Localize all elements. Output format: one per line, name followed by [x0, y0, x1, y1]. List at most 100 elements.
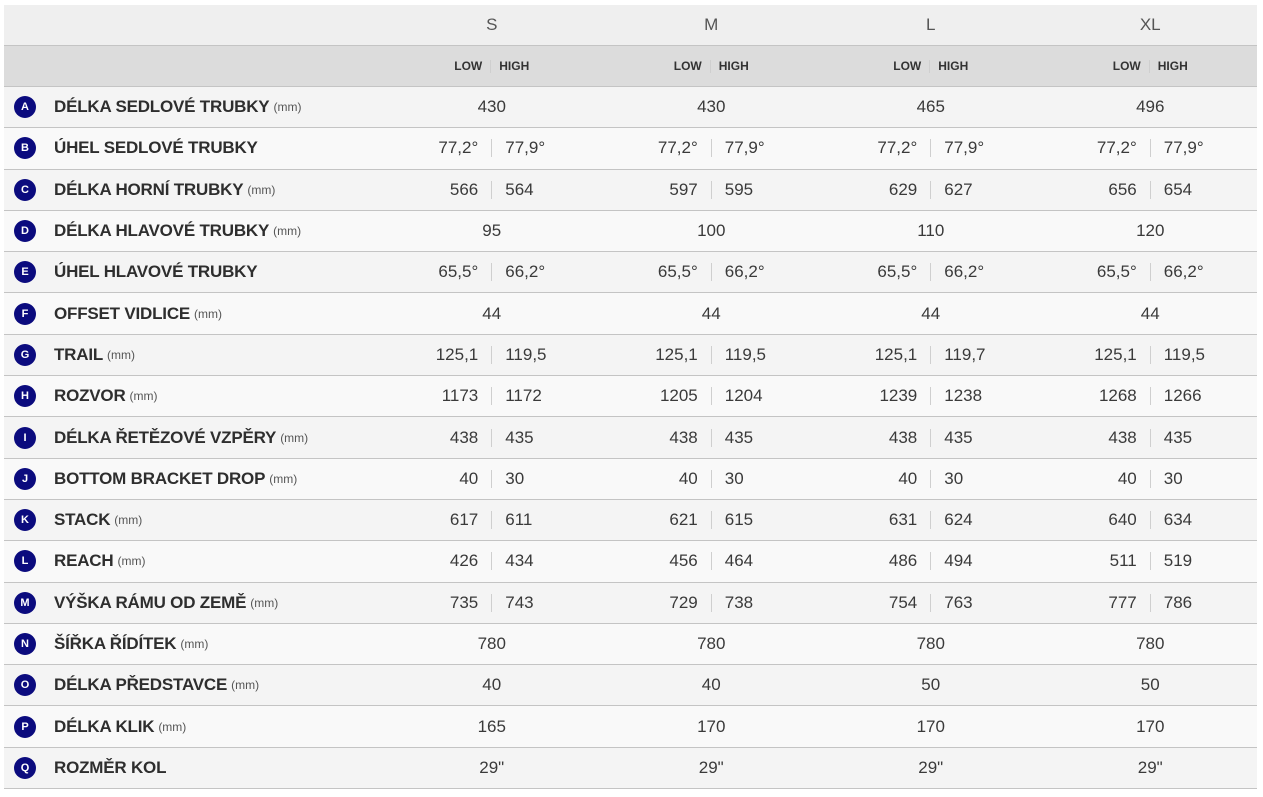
high-value: 435: [505, 427, 534, 447]
value-cell: 50: [1041, 675, 1261, 695]
high-value: 743: [505, 592, 534, 612]
low-value: 65,5°: [657, 262, 698, 282]
high-value: 611: [505, 510, 533, 530]
row-label: B ÚHEL SEDLOVÉ TRUBKY: [4, 137, 382, 160]
table-row: E ÚHEL HLAVOVÉ TRUBKY 65,5° 66,2° 65,5° 66,2°…: [4, 252, 1257, 294]
value-cell: 165: [382, 717, 602, 737]
low-value: 40: [459, 468, 479, 488]
separator: [710, 387, 712, 406]
value-cell: 496: [1041, 97, 1261, 117]
value-cell: 1205 1204: [602, 386, 822, 406]
high-value: 624: [944, 510, 973, 530]
low-value: 65,5°: [1096, 262, 1137, 282]
low-value: 566: [449, 179, 479, 199]
separator: [1148, 59, 1150, 73]
table-row: K STACK (mm) 617 611 621 615 631 624 640 634: [4, 499, 1257, 542]
low-value: 456: [669, 551, 698, 571]
row-label: E ÚHEL HLAVOVÉ TRUBKY: [4, 261, 382, 284]
low-value: 65,5°: [438, 262, 479, 282]
separator: [929, 59, 931, 73]
separator: [930, 469, 932, 488]
value-cell: 777 786: [1041, 593, 1261, 613]
measurement-name: DÉLKA HORNÍ TRUBKY: [54, 179, 244, 199]
value: 29": [698, 757, 724, 777]
value-cell: 29": [1041, 758, 1261, 778]
value: 430: [477, 97, 506, 117]
unit-label: (mm): [247, 182, 276, 197]
unit-label: (mm): [107, 347, 136, 362]
row-label: H ROZVOR (mm): [4, 385, 382, 408]
separator: [1149, 139, 1151, 158]
separator: [930, 345, 932, 364]
measurement-name: TRAIL: [54, 344, 104, 364]
low-value: 621: [669, 510, 698, 530]
unit-label: (mm): [194, 306, 223, 321]
high-value: 119,7: [944, 344, 986, 364]
separator: [710, 263, 712, 282]
separator: [710, 552, 712, 571]
unit-label: (mm): [117, 554, 146, 569]
value-cell: 44: [1041, 304, 1261, 324]
table-row: L REACH (mm) 426 434 456 464 486 494 511 519: [4, 541, 1257, 583]
measurement-name: OFFSET VIDLICE: [54, 303, 191, 323]
high-value: 786: [1163, 592, 1193, 612]
separator: [491, 428, 493, 447]
separator: [710, 139, 712, 158]
separator: [710, 428, 712, 447]
measurement-name: ÚHEL HLAVOVÉ TRUBKY: [54, 262, 258, 282]
value-cell: 780: [1041, 634, 1261, 654]
separator: [1149, 428, 1151, 447]
value-cell: 40 30: [602, 469, 822, 489]
value-cell: 100: [602, 221, 822, 241]
separator: [491, 511, 493, 530]
separator: [710, 180, 712, 199]
value-cell: 735 743: [382, 593, 602, 613]
value-cell: 1173 1172: [382, 386, 602, 406]
separator: [930, 511, 932, 530]
low-value: 40: [678, 468, 698, 488]
size-header-m: M: [704, 15, 719, 34]
separator: [710, 345, 712, 364]
row-label: P DÉLKA KLIK (mm): [4, 715, 382, 738]
letter-badge: D: [14, 220, 36, 243]
value-cell: 170: [821, 717, 1041, 737]
low-value: 426: [449, 551, 479, 571]
high-value: 30: [724, 468, 744, 488]
value-cell: 780: [382, 634, 602, 654]
unit-label: (mm): [129, 389, 158, 404]
high-value: 435: [1163, 427, 1193, 447]
low-value: 777: [1108, 592, 1137, 612]
value-cell: 77,2° 77,9°: [602, 138, 822, 158]
high-label: HIGH: [1157, 59, 1188, 73]
value: 780: [1136, 634, 1165, 653]
row-label: Q ROZMĚR KOL: [4, 756, 382, 779]
high-value: 119,5: [724, 344, 767, 364]
low-value: 77,2°: [1096, 138, 1137, 158]
value-cell: 40 30: [1041, 469, 1261, 489]
value-cell: 65,5° 66,2°: [821, 262, 1041, 282]
measurement-name: VÝŠKA RÁMU OD ZEMĚ: [54, 592, 247, 612]
separator: [930, 263, 932, 282]
row-label: G TRAIL (mm): [4, 343, 382, 366]
high-value: 763: [944, 592, 973, 612]
high-value: 654: [1163, 179, 1193, 199]
value: 170: [1136, 716, 1165, 736]
low-value: 438: [888, 427, 918, 447]
table-row: Q ROZMĚR KOL 29" 29" 29" 29": [4, 747, 1257, 790]
table-row: P DÉLKA KLIK (mm) 165 170 170 170: [4, 706, 1257, 748]
high-value: 494: [944, 551, 973, 571]
value-cell: 754 763: [821, 593, 1041, 613]
value-cell: 95: [382, 221, 602, 241]
value-cell: 44: [821, 304, 1041, 324]
value-cell: 438 435: [1041, 428, 1261, 448]
value: 170: [916, 716, 945, 736]
value-cell: 1239 1238: [821, 386, 1041, 406]
value: 44: [701, 303, 721, 323]
low-label: LOW: [454, 59, 483, 73]
high-value: 30: [944, 468, 964, 488]
value-cell: 566 564: [382, 180, 602, 200]
measurement-name: REACH: [54, 551, 114, 571]
value-cell: 77,2° 77,9°: [821, 138, 1041, 158]
low-value: 77,2°: [657, 138, 698, 158]
